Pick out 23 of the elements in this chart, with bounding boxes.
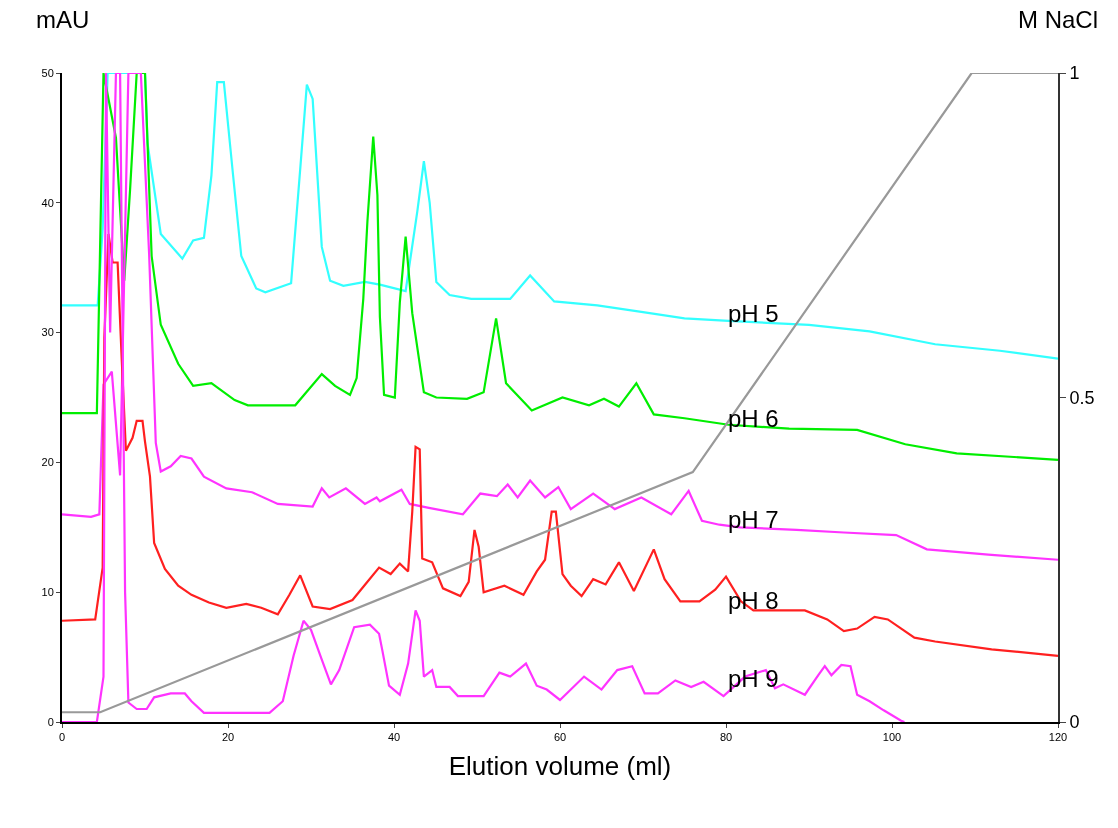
- y-tick-label: 0: [47, 715, 54, 728]
- y-tick-label: 40: [41, 196, 54, 209]
- x-tick-label: 20: [221, 731, 235, 744]
- x-tick-label: 60: [553, 731, 567, 744]
- series-label: pH 6: [728, 405, 779, 432]
- y-axis-title: mAU: [36, 6, 90, 33]
- y-tick-label: 30: [41, 326, 54, 339]
- y2-tick-label: 0.5: [1069, 387, 1095, 408]
- y2-axis-title: M NaCl: [1018, 6, 1099, 33]
- line-series: [62, 73, 1058, 461]
- y-tick-label: 50: [41, 66, 54, 79]
- series-label: pH 7: [728, 506, 779, 533]
- y2-tick-label: 1: [1069, 63, 1080, 84]
- x-tick-label: 40: [387, 731, 401, 744]
- y-tick-label: 20: [41, 456, 54, 469]
- x-tick-label: 120: [1048, 731, 1068, 744]
- y-tick-label: 10: [41, 586, 54, 599]
- series-label: pH 5: [728, 300, 779, 327]
- line-series: [62, 73, 1058, 360]
- x-tick-label: 80: [719, 731, 733, 744]
- x-axis-title: Elution volume (ml): [448, 751, 672, 782]
- x-tick-label: 100: [882, 731, 902, 744]
- x-tick-label: 0: [58, 731, 66, 744]
